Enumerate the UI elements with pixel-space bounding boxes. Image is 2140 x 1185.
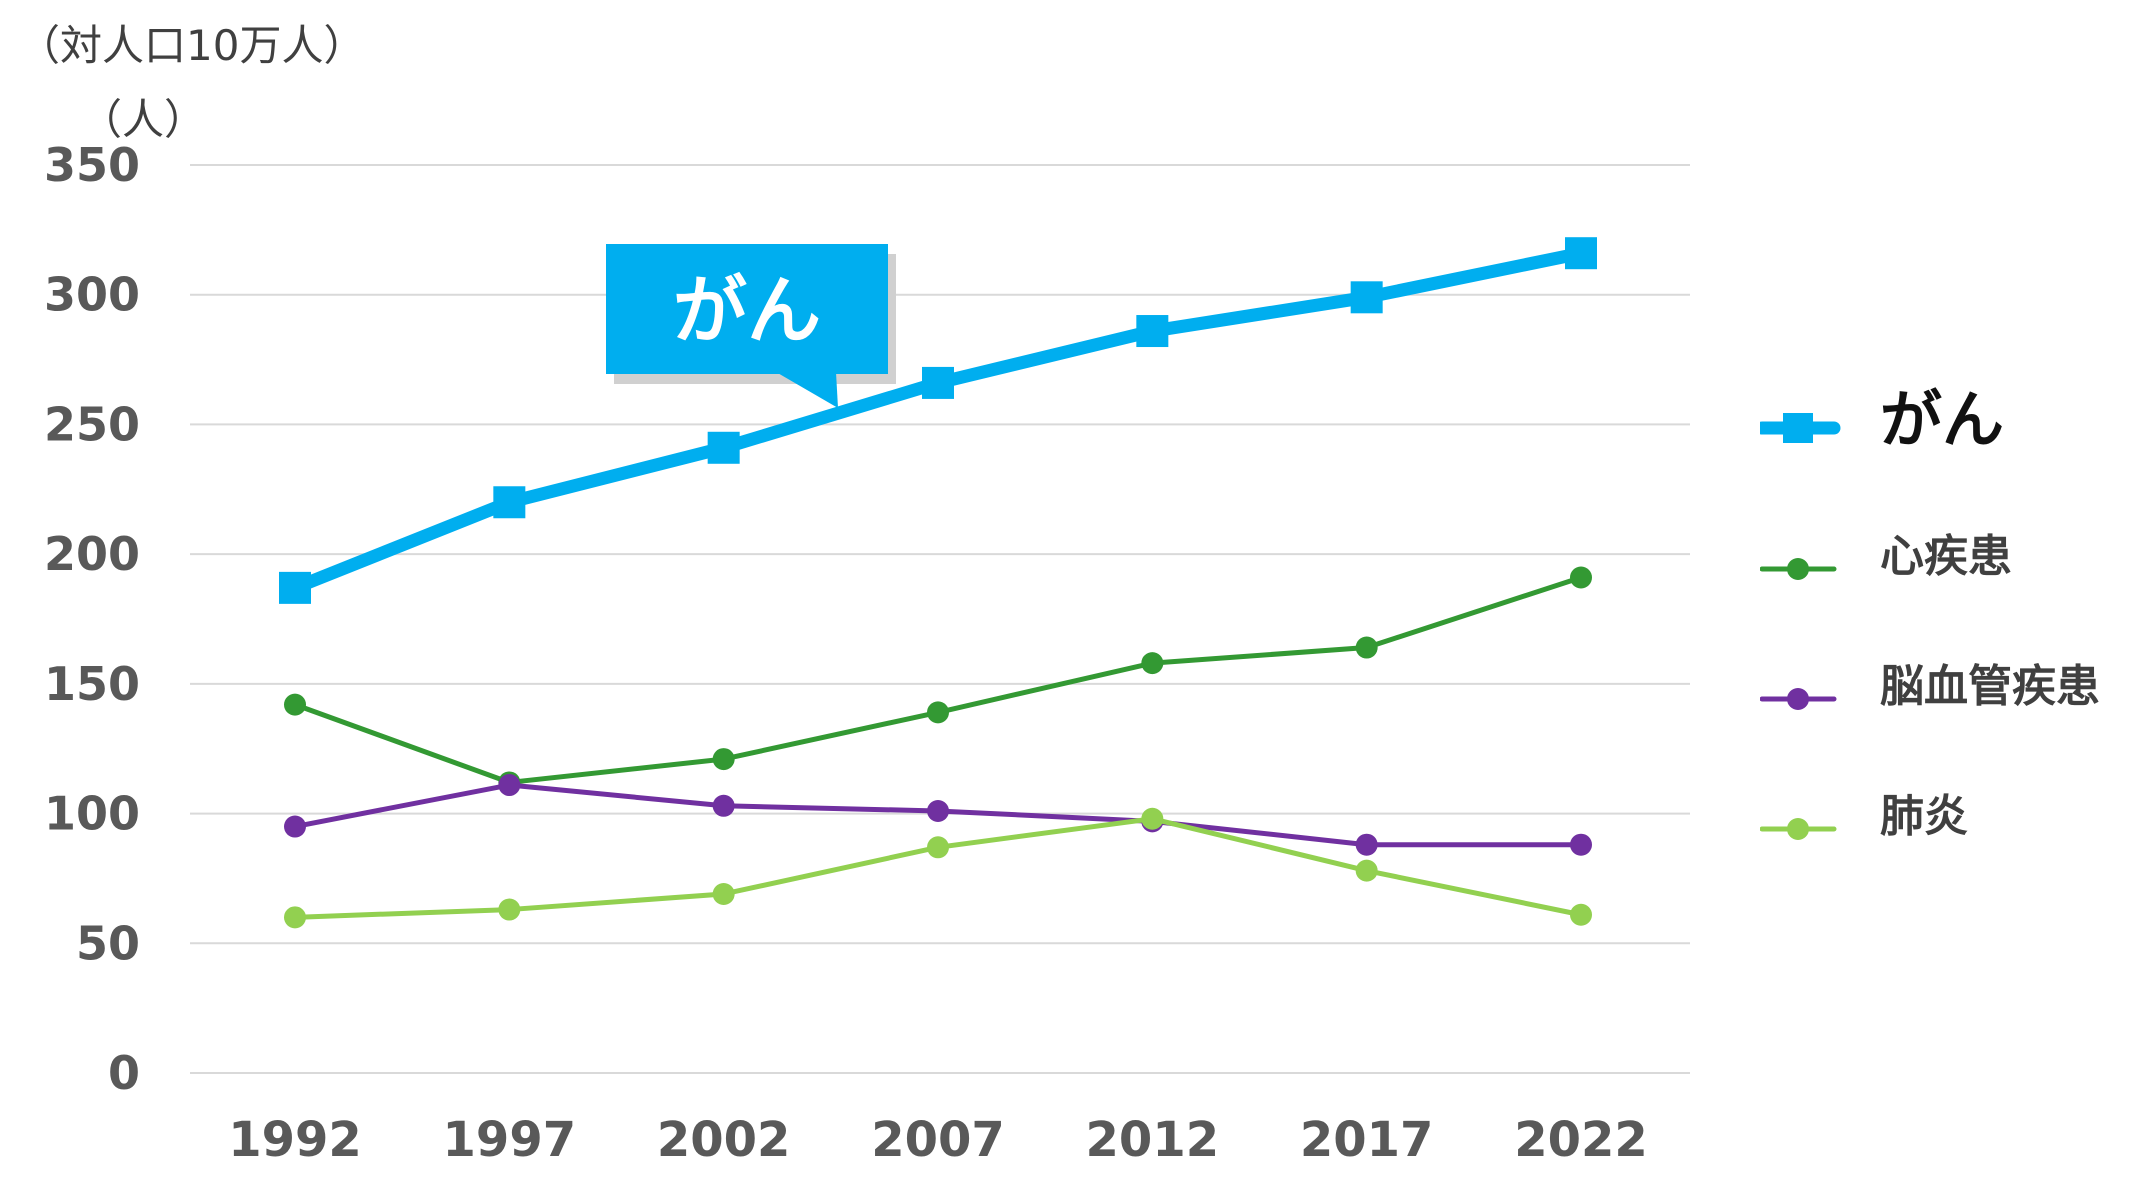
callout-label: がん bbox=[673, 268, 821, 354]
data-point bbox=[1570, 566, 1592, 589]
data-point bbox=[927, 836, 949, 859]
data-point bbox=[1141, 652, 1164, 675]
data-point bbox=[1570, 903, 1592, 926]
legend-label: 脳血管疾患 bbox=[1880, 661, 2100, 712]
x-tick-label: 1992 bbox=[228, 1112, 362, 1168]
y-tick-label: 0 bbox=[108, 1046, 140, 1100]
series-line bbox=[294, 816, 1582, 920]
callout-box bbox=[606, 244, 888, 374]
callout-pointer bbox=[776, 372, 838, 408]
y-axis-unit-label: （対人口10万人） bbox=[18, 21, 366, 70]
legend-item: 心疾患 bbox=[1760, 517, 2140, 597]
legend-label: がん bbox=[1880, 383, 2005, 456]
legend-swatch bbox=[1760, 558, 1837, 580]
data-point bbox=[498, 774, 521, 797]
data-point bbox=[1141, 807, 1164, 830]
data-point bbox=[712, 882, 735, 905]
y-tick-label: 350 bbox=[44, 138, 140, 192]
legend-swatch bbox=[1760, 818, 1837, 840]
data-point bbox=[284, 815, 306, 838]
y-tick-label: 100 bbox=[44, 787, 140, 841]
x-tick-label: 2022 bbox=[1514, 1112, 1648, 1168]
legend-label: 肺炎 bbox=[1880, 791, 1968, 842]
series-line bbox=[294, 575, 1582, 785]
data-point bbox=[493, 486, 526, 519]
data-point bbox=[927, 799, 949, 822]
y-tick-label: 50 bbox=[76, 916, 140, 970]
data-point bbox=[927, 701, 949, 724]
y-axis-unit-sublabel: （人） bbox=[80, 95, 207, 144]
data-point bbox=[1136, 315, 1169, 348]
y-tick-label: 150 bbox=[44, 657, 140, 711]
data-point bbox=[1570, 833, 1592, 856]
series-line bbox=[292, 246, 1583, 594]
x-tick-label: 2017 bbox=[1300, 1112, 1434, 1168]
data-point bbox=[712, 748, 735, 771]
legend-item: 肺炎 bbox=[1760, 777, 2140, 857]
legend-swatch bbox=[1760, 688, 1837, 710]
data-point bbox=[284, 906, 306, 929]
y-tick-label: 250 bbox=[44, 397, 140, 451]
data-point bbox=[1565, 237, 1597, 270]
data-point bbox=[1355, 859, 1378, 882]
data-point bbox=[1355, 833, 1378, 856]
legend-label: 心疾患 bbox=[1880, 531, 2012, 582]
legend-swatch bbox=[1760, 413, 1841, 443]
legend-item: がん bbox=[1760, 380, 2140, 460]
legend-item: 脳血管疾患 bbox=[1760, 647, 2140, 727]
data-point bbox=[922, 366, 954, 399]
x-tick-label: 2012 bbox=[1086, 1112, 1220, 1168]
data-point bbox=[1355, 636, 1378, 659]
x-tick-label: 1997 bbox=[443, 1112, 577, 1168]
x-tick-label: 2002 bbox=[657, 1112, 791, 1168]
data-point bbox=[712, 794, 735, 817]
y-tick-label: 300 bbox=[44, 268, 140, 322]
data-point bbox=[1350, 281, 1383, 314]
data-point bbox=[498, 898, 521, 921]
x-tick-label: 2007 bbox=[871, 1112, 1005, 1168]
data-point bbox=[284, 693, 306, 716]
y-tick-label: 200 bbox=[44, 527, 140, 581]
data-point bbox=[707, 431, 740, 464]
data-point bbox=[279, 571, 311, 604]
